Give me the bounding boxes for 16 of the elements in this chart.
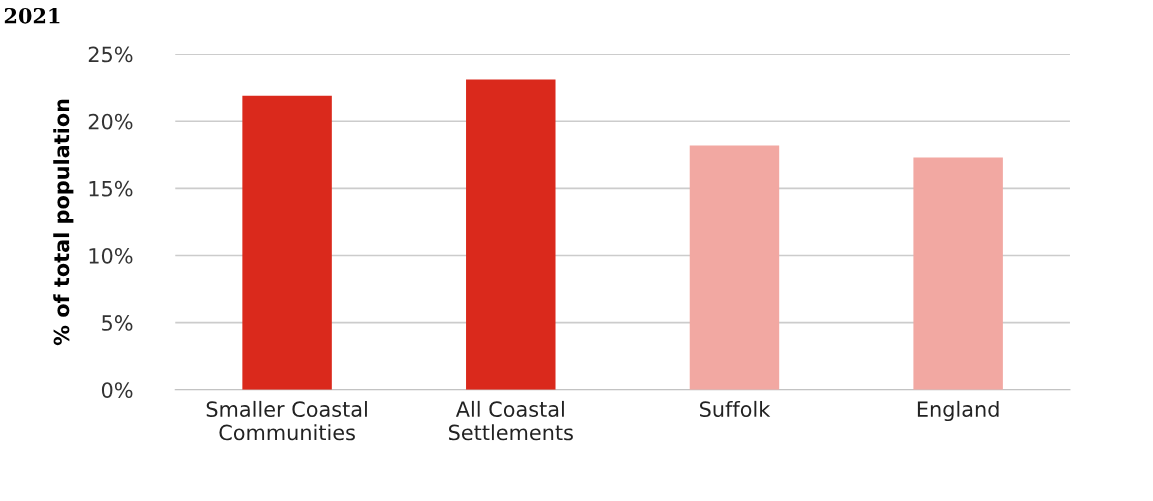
y-tick-label: 20% [88,113,133,130]
x-tick-label: All Coastal Settlements [448,400,573,441]
x-tick-label: Smaller Coastal Communities [206,400,367,441]
y-tick-label: 5% [102,315,133,331]
bar [913,157,1003,390]
x-tick-label: Suffolk [699,400,771,418]
y-tick-label: 15% [89,180,133,197]
chart-title: 2021 [4,7,60,24]
y-tick-label: 25% [88,46,133,63]
y-tick-label: 10% [89,247,133,264]
bar [466,79,556,390]
y-tick-label: 0% [101,382,133,398]
y-axis-title: % of total population [53,99,74,346]
bar [689,145,780,390]
x-tick-label: England [917,400,999,422]
bar [242,95,332,390]
